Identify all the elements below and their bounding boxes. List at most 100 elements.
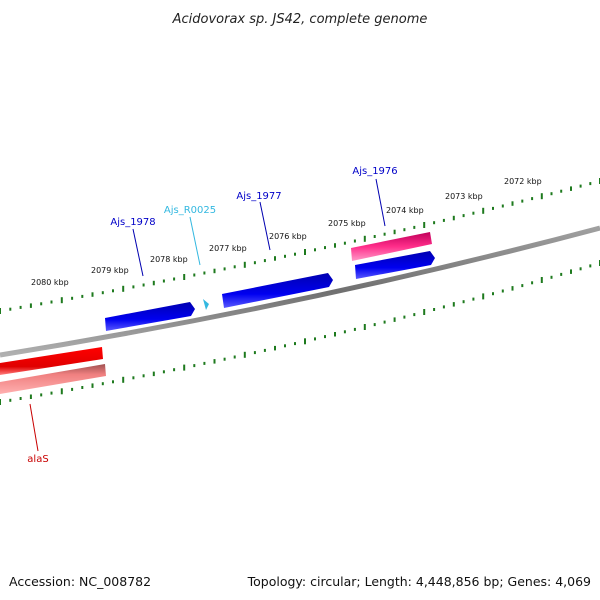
gene-label-ajs-1978[interactable]: Ajs_1978 bbox=[110, 217, 155, 228]
inner-tick-1 bbox=[9, 398, 12, 402]
outer-tick-7 bbox=[71, 296, 74, 300]
inner-tick-18 bbox=[183, 364, 186, 371]
outer-tick-31 bbox=[314, 248, 316, 252]
inner-tick-17 bbox=[173, 368, 176, 372]
outer-tick-2 bbox=[19, 305, 22, 309]
outer-tick-58 bbox=[579, 184, 582, 188]
inner-tick-12 bbox=[122, 376, 125, 383]
gene-block-ajs-r0025[interactable] bbox=[203, 299, 209, 310]
outer-tick-15 bbox=[152, 280, 155, 286]
gene-block-ajs-1977[interactable] bbox=[222, 273, 333, 308]
outer-tick-47 bbox=[472, 211, 475, 215]
outer-tick-45 bbox=[452, 215, 455, 221]
outer-tick-41 bbox=[413, 225, 416, 229]
outer-tick-32 bbox=[324, 246, 326, 250]
inner-tick-26 bbox=[263, 348, 266, 352]
tick-label-2079: 2079 kbp bbox=[91, 266, 129, 275]
inner-tick-20 bbox=[203, 361, 206, 365]
inner-tick-40 bbox=[403, 315, 406, 319]
gene-block-ajs-1976[interactable] bbox=[355, 251, 435, 279]
outer-tick-17 bbox=[173, 277, 176, 281]
outer-tick-25 bbox=[253, 261, 256, 265]
outer-tick-26 bbox=[263, 259, 266, 263]
outer-tick-42 bbox=[423, 222, 426, 228]
accession-text: Accession: NC_008782 bbox=[9, 574, 151, 589]
inner-tick-4 bbox=[40, 393, 43, 397]
tick-label-2080: 2080 kbp bbox=[31, 278, 69, 287]
outer-tick-51 bbox=[511, 201, 514, 206]
inner-tick-42 bbox=[423, 309, 426, 315]
outer-tick-0 bbox=[0, 308, 1, 314]
outer-tick-34 bbox=[343, 241, 346, 245]
outer-tick-39 bbox=[393, 229, 396, 235]
inner-tick-30 bbox=[304, 338, 306, 345]
outer-tick-44 bbox=[442, 218, 445, 222]
map-title: Acidovorax sp. JS42, complete genome bbox=[172, 12, 428, 27]
tick-label-2072: 2072 kbp bbox=[504, 177, 542, 186]
leader-ajs-1978 bbox=[132, 228, 144, 277]
outer-tick-19 bbox=[193, 273, 196, 277]
gene-shadow-alas bbox=[0, 364, 106, 394]
tick-label-2073: 2073 kbp bbox=[445, 192, 483, 201]
outer-tick-29 bbox=[294, 252, 296, 256]
gene-label-alas[interactable]: alaS bbox=[27, 454, 48, 465]
outer-tick-5 bbox=[50, 300, 53, 304]
inner-tick-9 bbox=[91, 383, 94, 388]
reverse-features bbox=[0, 347, 106, 394]
inner-tick-43 bbox=[433, 308, 436, 311]
gene-leaders bbox=[29, 178, 386, 452]
outer-tick-30 bbox=[304, 249, 306, 255]
outer-tick-22 bbox=[223, 267, 226, 271]
outer-tick-33 bbox=[334, 243, 336, 248]
outer-tick-49 bbox=[492, 206, 494, 210]
inner-tick-2 bbox=[19, 397, 22, 400]
outer-tick-37 bbox=[373, 235, 376, 238]
inner-tick-22 bbox=[223, 357, 226, 361]
inner-tick-31 bbox=[314, 337, 316, 341]
outer-tick-28 bbox=[284, 254, 286, 258]
inner-tick-39 bbox=[393, 317, 396, 322]
outer-tick-59 bbox=[589, 182, 592, 186]
gene-block-ajs-1976-rna[interactable] bbox=[351, 232, 432, 261]
outer-tick-13 bbox=[132, 285, 135, 289]
outer-tick-9 bbox=[91, 292, 94, 297]
tick-label-2077: 2077 kbp bbox=[209, 244, 247, 253]
inner-tick-33 bbox=[334, 332, 336, 337]
inner-tick-19 bbox=[193, 364, 196, 368]
inner-tick-48 bbox=[482, 293, 485, 300]
gene-label-ajs-1977[interactable]: Ajs_1977 bbox=[236, 191, 281, 202]
inner-tick-track bbox=[0, 260, 600, 405]
outer-tick-18 bbox=[183, 274, 186, 280]
outer-tick-56 bbox=[560, 189, 563, 193]
outer-tick-24 bbox=[243, 261, 246, 268]
inner-tick-13 bbox=[132, 376, 135, 380]
inner-tick-50 bbox=[501, 289, 504, 293]
inner-tick-28 bbox=[284, 344, 286, 348]
inner-tick-23 bbox=[233, 355, 236, 359]
leader-ajs-1977 bbox=[259, 201, 271, 251]
inner-tick-25 bbox=[253, 351, 256, 355]
gene-block-alas[interactable] bbox=[0, 347, 103, 375]
outer-tick-3 bbox=[29, 303, 32, 308]
inner-tick-52 bbox=[521, 284, 524, 288]
inner-tick-38 bbox=[383, 320, 386, 324]
inner-tick-55 bbox=[550, 275, 553, 279]
outer-tick-35 bbox=[353, 239, 356, 243]
inner-tick-41 bbox=[413, 313, 416, 317]
outer-tick-57 bbox=[570, 186, 572, 191]
gene-label-ajs-1976[interactable]: Ajs_1976 bbox=[352, 166, 397, 177]
inner-tick-51 bbox=[511, 286, 514, 291]
gene-label-ajs-r0025[interactable]: Ajs_R0025 bbox=[164, 205, 216, 216]
inner-tick-11 bbox=[112, 380, 114, 384]
outer-tick-48 bbox=[482, 207, 485, 214]
inner-tick-24 bbox=[243, 351, 246, 358]
tick-label-2076: 2076 kbp bbox=[269, 232, 307, 241]
tick-labels: 2072 kbp 2073 kbp 2074 kbp 2075 kbp 2076… bbox=[31, 177, 542, 287]
inner-tick-6 bbox=[60, 388, 63, 395]
leader-ajs-1976 bbox=[375, 178, 386, 227]
outer-tick-6 bbox=[60, 297, 63, 304]
inner-tick-3 bbox=[29, 394, 32, 399]
tick-label-2075: 2075 kbp bbox=[328, 219, 366, 228]
gene-block-ajs-1978[interactable] bbox=[105, 302, 195, 331]
